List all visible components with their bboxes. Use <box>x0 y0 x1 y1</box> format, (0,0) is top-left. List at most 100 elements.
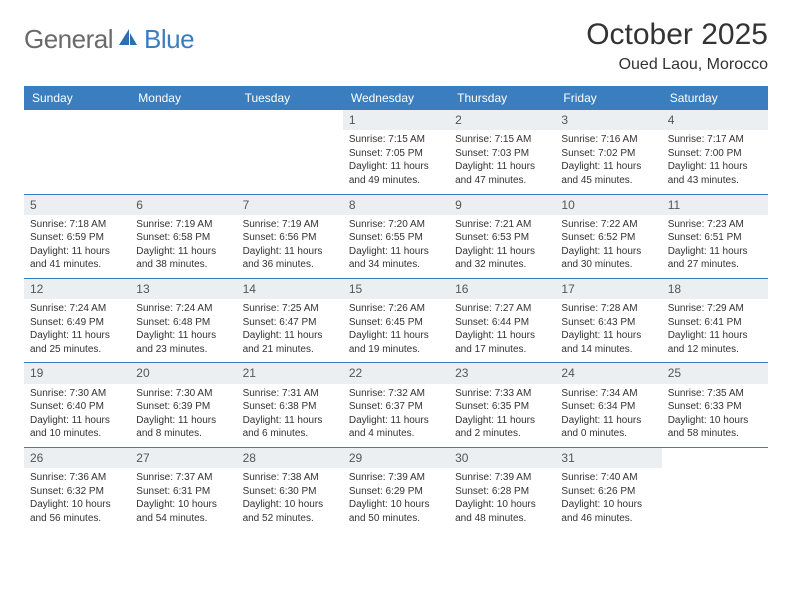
day-line: Sunset: 6:52 PM <box>561 231 655 245</box>
day-line: Sunset: 6:40 PM <box>30 400 124 414</box>
day-number: 22 <box>343 363 449 383</box>
day-number: 4 <box>662 110 768 130</box>
day-line: Sunrise: 7:16 AM <box>561 133 655 147</box>
day-line: and 48 minutes. <box>455 512 549 526</box>
calendar-cell <box>237 110 343 194</box>
day-line: Sunset: 6:39 PM <box>136 400 230 414</box>
day-number: 3 <box>555 110 661 130</box>
day-line: Sunset: 6:29 PM <box>349 485 443 499</box>
calendar-cell: 2Sunrise: 7:15 AMSunset: 7:03 PMDaylight… <box>449 110 555 194</box>
day-line: and 45 minutes. <box>561 174 655 188</box>
day-line: Daylight: 10 hours <box>30 498 124 512</box>
day-line: Sunrise: 7:21 AM <box>455 218 549 232</box>
calendar-row: 5Sunrise: 7:18 AMSunset: 6:59 PMDaylight… <box>24 194 768 278</box>
calendar-cell: 20Sunrise: 7:30 AMSunset: 6:39 PMDayligh… <box>130 363 236 447</box>
calendar-cell: 11Sunrise: 7:23 AMSunset: 6:51 PMDayligh… <box>662 194 768 278</box>
day-body: Sunrise: 7:28 AMSunset: 6:43 PMDaylight:… <box>555 299 661 362</box>
day-line: Daylight: 11 hours <box>349 160 443 174</box>
day-line: and 2 minutes. <box>455 427 549 441</box>
calendar-cell: 28Sunrise: 7:38 AMSunset: 6:30 PMDayligh… <box>237 447 343 531</box>
calendar-cell: 24Sunrise: 7:34 AMSunset: 6:34 PMDayligh… <box>555 363 661 447</box>
day-body: Sunrise: 7:39 AMSunset: 6:28 PMDaylight:… <box>449 468 555 531</box>
col-header: Monday <box>130 86 236 110</box>
calendar-cell: 30Sunrise: 7:39 AMSunset: 6:28 PMDayligh… <box>449 447 555 531</box>
day-line: Sunset: 7:00 PM <box>668 147 762 161</box>
day-line: Daylight: 11 hours <box>455 245 549 259</box>
day-number: 29 <box>343 448 449 468</box>
day-line: Sunset: 6:37 PM <box>349 400 443 414</box>
calendar-cell: 15Sunrise: 7:26 AMSunset: 6:45 PMDayligh… <box>343 278 449 362</box>
day-line: Sunrise: 7:22 AM <box>561 218 655 232</box>
day-body: Sunrise: 7:23 AMSunset: 6:51 PMDaylight:… <box>662 215 768 278</box>
calendar-cell: 27Sunrise: 7:37 AMSunset: 6:31 PMDayligh… <box>130 447 236 531</box>
day-line: Daylight: 11 hours <box>349 245 443 259</box>
day-line: Sunrise: 7:29 AM <box>668 302 762 316</box>
col-header: Sunday <box>24 86 130 110</box>
day-line: Daylight: 10 hours <box>668 414 762 428</box>
day-line: Sunrise: 7:37 AM <box>136 471 230 485</box>
day-line: Sunset: 6:35 PM <box>455 400 549 414</box>
day-body: Sunrise: 7:38 AMSunset: 6:30 PMDaylight:… <box>237 468 343 531</box>
day-line: Sunrise: 7:31 AM <box>243 387 337 401</box>
day-body: Sunrise: 7:19 AMSunset: 6:56 PMDaylight:… <box>237 215 343 278</box>
calendar-row: 1Sunrise: 7:15 AMSunset: 7:05 PMDaylight… <box>24 110 768 194</box>
day-line: Daylight: 11 hours <box>668 245 762 259</box>
day-line: and 14 minutes. <box>561 343 655 357</box>
day-line: and 27 minutes. <box>668 258 762 272</box>
calendar-grid: Sunday Monday Tuesday Wednesday Thursday… <box>24 86 768 531</box>
day-line: Sunrise: 7:18 AM <box>30 218 124 232</box>
day-line: Sunrise: 7:33 AM <box>455 387 549 401</box>
day-number: 14 <box>237 279 343 299</box>
calendar-cell: 22Sunrise: 7:32 AMSunset: 6:37 PMDayligh… <box>343 363 449 447</box>
day-line: Sunrise: 7:17 AM <box>668 133 762 147</box>
day-number: 21 <box>237 363 343 383</box>
day-body: Sunrise: 7:24 AMSunset: 6:48 PMDaylight:… <box>130 299 236 362</box>
day-line: and 21 minutes. <box>243 343 337 357</box>
day-body: Sunrise: 7:35 AMSunset: 6:33 PMDaylight:… <box>662 384 768 447</box>
day-line: Sunset: 6:34 PM <box>561 400 655 414</box>
calendar-cell: 31Sunrise: 7:40 AMSunset: 6:26 PMDayligh… <box>555 447 661 531</box>
day-number: 26 <box>24 448 130 468</box>
col-header: Tuesday <box>237 86 343 110</box>
day-line: Sunrise: 7:30 AM <box>30 387 124 401</box>
day-line: Daylight: 11 hours <box>243 414 337 428</box>
day-body: Sunrise: 7:34 AMSunset: 6:34 PMDaylight:… <box>555 384 661 447</box>
day-number: 17 <box>555 279 661 299</box>
brand-part1: General <box>24 24 113 55</box>
day-number: 10 <box>555 195 661 215</box>
day-number: 18 <box>662 279 768 299</box>
day-body: Sunrise: 7:17 AMSunset: 7:00 PMDaylight:… <box>662 130 768 193</box>
sail-icon <box>117 27 139 52</box>
day-line: Sunset: 6:28 PM <box>455 485 549 499</box>
day-line: Sunrise: 7:25 AM <box>243 302 337 316</box>
day-body: Sunrise: 7:22 AMSunset: 6:52 PMDaylight:… <box>555 215 661 278</box>
day-line: Sunrise: 7:38 AM <box>243 471 337 485</box>
day-body: Sunrise: 7:24 AMSunset: 6:49 PMDaylight:… <box>24 299 130 362</box>
calendar-cell: 3Sunrise: 7:16 AMSunset: 7:02 PMDaylight… <box>555 110 661 194</box>
day-line: Sunset: 6:30 PM <box>243 485 337 499</box>
day-line: Sunset: 6:41 PM <box>668 316 762 330</box>
calendar-cell: 10Sunrise: 7:22 AMSunset: 6:52 PMDayligh… <box>555 194 661 278</box>
day-number: 8 <box>343 195 449 215</box>
day-line: Sunrise: 7:28 AM <box>561 302 655 316</box>
day-number: 30 <box>449 448 555 468</box>
day-line: Sunrise: 7:30 AM <box>136 387 230 401</box>
day-number: 27 <box>130 448 236 468</box>
day-number: 16 <box>449 279 555 299</box>
calendar-cell: 12Sunrise: 7:24 AMSunset: 6:49 PMDayligh… <box>24 278 130 362</box>
day-line: Sunrise: 7:15 AM <box>455 133 549 147</box>
day-number: 31 <box>555 448 661 468</box>
day-line: Daylight: 11 hours <box>668 160 762 174</box>
calendar-cell: 7Sunrise: 7:19 AMSunset: 6:56 PMDaylight… <box>237 194 343 278</box>
day-line: and 34 minutes. <box>349 258 443 272</box>
day-line: Daylight: 10 hours <box>455 498 549 512</box>
day-number: 15 <box>343 279 449 299</box>
calendar-cell: 8Sunrise: 7:20 AMSunset: 6:55 PMDaylight… <box>343 194 449 278</box>
day-line: Sunrise: 7:26 AM <box>349 302 443 316</box>
day-line: Daylight: 11 hours <box>455 329 549 343</box>
day-body: Sunrise: 7:30 AMSunset: 6:40 PMDaylight:… <box>24 384 130 447</box>
day-line: and 49 minutes. <box>349 174 443 188</box>
day-line: and 47 minutes. <box>455 174 549 188</box>
day-line: Sunset: 6:47 PM <box>243 316 337 330</box>
day-line: Sunrise: 7:40 AM <box>561 471 655 485</box>
